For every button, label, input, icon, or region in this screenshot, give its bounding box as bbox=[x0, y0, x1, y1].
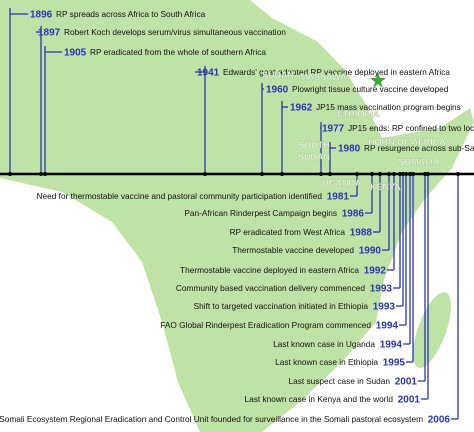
map-label: HORN OF AFRICA bbox=[368, 137, 446, 147]
event-year: 2001 bbox=[398, 395, 421, 406]
event-text: RP resurgence across sub-Saharan Africa … bbox=[364, 143, 474, 153]
axis-tick bbox=[39, 172, 43, 176]
axis-tick bbox=[392, 172, 396, 176]
axis-tick bbox=[280, 172, 284, 176]
event-year: 1981 bbox=[327, 192, 350, 203]
axis-tick bbox=[426, 172, 430, 176]
event-text: Last known case in Uganda bbox=[273, 339, 375, 349]
map-label: MASSAWA bbox=[300, 72, 347, 82]
axis-tick bbox=[8, 172, 12, 176]
event-text: Pan-African Rinderpest Campaign begins bbox=[184, 208, 337, 218]
map-label: SOUTH bbox=[298, 140, 330, 150]
event-year: 1962 bbox=[290, 103, 313, 114]
event-text: RP spreads across Africa to South Africa bbox=[56, 9, 206, 19]
event-year: 2006 bbox=[428, 415, 451, 426]
event-text: RP eradicated from the whole of southern… bbox=[90, 47, 266, 57]
map-label: ETHIOPIA bbox=[337, 109, 380, 119]
map-label: KENYA bbox=[370, 182, 401, 192]
event-text: FAO Global Rinderpest Eradication Progra… bbox=[160, 320, 371, 330]
event-text: Last known case in Ethiopia bbox=[275, 357, 378, 367]
event-text: Last known case in Kenya and the world bbox=[244, 394, 393, 404]
event-text: Need for thermostable vaccine and pastor… bbox=[37, 191, 323, 201]
event-text: Thermostable vaccine deployed in eastern… bbox=[180, 265, 359, 275]
event-text: Shift to targeted vaccination initiated … bbox=[194, 301, 369, 311]
event-year: 1993 bbox=[370, 284, 393, 295]
axis-tick bbox=[203, 172, 207, 176]
event-year: 1896 bbox=[30, 10, 53, 21]
event-year: 1994 bbox=[376, 321, 399, 332]
event-year: 1993 bbox=[373, 302, 396, 313]
map-label: SUDAN bbox=[262, 70, 294, 80]
event-text: Robert Koch develops serum/virus simulta… bbox=[64, 27, 286, 37]
axis-tick bbox=[423, 172, 427, 176]
axis-tick bbox=[319, 172, 323, 176]
event-year: 1941 bbox=[197, 68, 220, 79]
massawa-star bbox=[370, 72, 386, 88]
event-year: 1995 bbox=[383, 358, 406, 369]
event-year: 1897 bbox=[38, 28, 61, 39]
axis-tick bbox=[404, 172, 408, 176]
event-year: 1988 bbox=[350, 228, 373, 239]
axis-tick bbox=[355, 172, 359, 176]
event-year: 1905 bbox=[64, 48, 87, 59]
madagascar bbox=[413, 292, 451, 368]
map-label: UGANDA bbox=[322, 178, 362, 188]
event-text: JP15 ends: RP confined to two locations bbox=[348, 123, 474, 133]
axis-tick bbox=[408, 172, 412, 176]
event-year: 1960 bbox=[266, 85, 289, 96]
axis-tick bbox=[411, 172, 415, 176]
event-text: Community based vaccination delivery com… bbox=[176, 283, 365, 293]
event-text: Last suspect case in Sudan bbox=[289, 376, 391, 386]
axis-tick bbox=[370, 172, 374, 176]
event-year: 1990 bbox=[359, 246, 382, 257]
event-year: 2001 bbox=[395, 377, 418, 388]
event-year: 1980 bbox=[338, 144, 361, 155]
map-label: SUDAN bbox=[298, 152, 330, 162]
axis-tick bbox=[401, 172, 405, 176]
event-year: 1977 bbox=[322, 124, 345, 135]
event-text: JP15 mass vaccination program begins bbox=[316, 102, 461, 112]
event-text: Thermostable vaccine developed bbox=[232, 245, 354, 255]
map-label: SOMALIA bbox=[398, 157, 440, 167]
event-year: 1986 bbox=[342, 209, 365, 220]
event-text: Plowright tissue culture vaccine develop… bbox=[292, 84, 449, 94]
event-year: 1992 bbox=[364, 266, 387, 277]
axis-tick bbox=[456, 172, 460, 176]
event-text: RP eradicated from West Africa bbox=[230, 227, 346, 237]
axis-tick bbox=[387, 172, 391, 176]
event-year: 1994 bbox=[380, 340, 403, 351]
axis-tick bbox=[398, 172, 402, 176]
event-text: Somali Ecosystem Regional Eradication an… bbox=[0, 414, 423, 424]
event-text: Edwards' goat-adapted RP vaccine deploye… bbox=[223, 67, 450, 77]
axis-tick bbox=[260, 172, 264, 176]
axis-tick bbox=[378, 172, 382, 176]
axis-tick bbox=[43, 172, 47, 176]
axis-tick bbox=[328, 172, 332, 176]
